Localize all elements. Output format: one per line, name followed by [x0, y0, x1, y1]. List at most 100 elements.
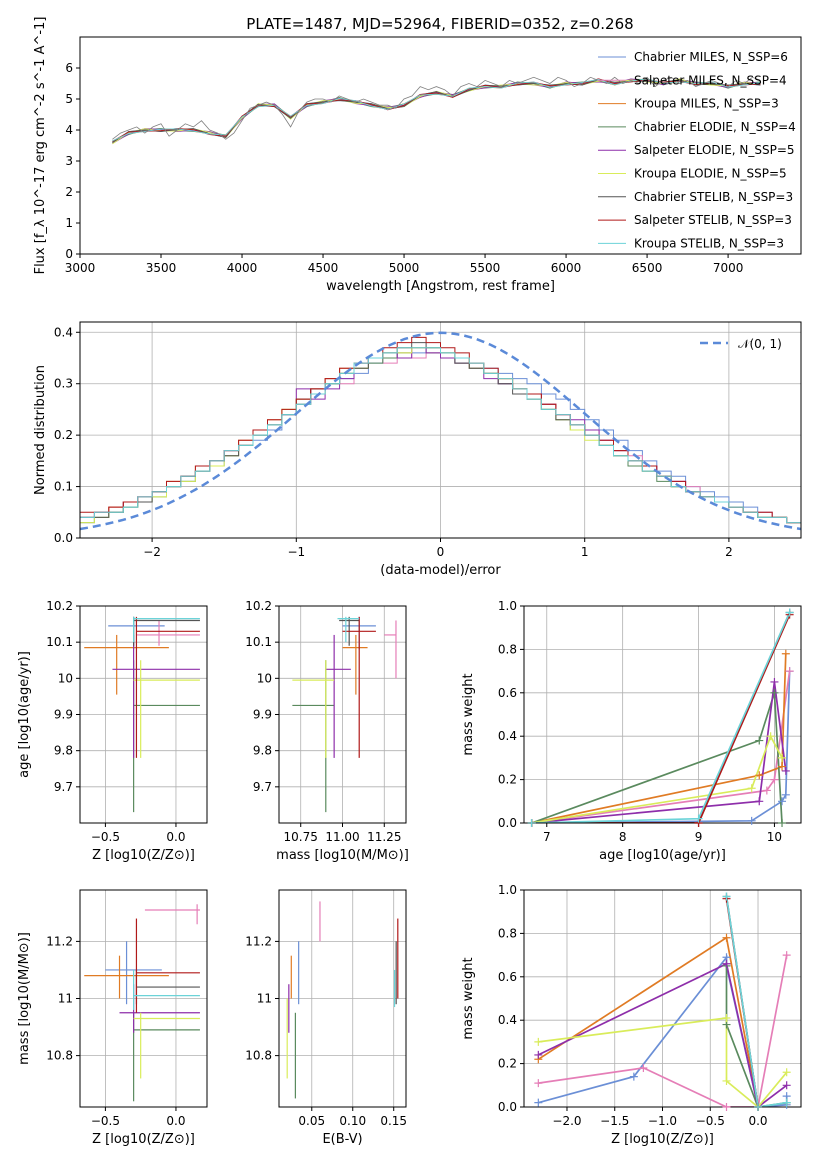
y-tick-label: 0.0: [498, 1100, 517, 1114]
legend-entry: Kroupa ELODIE, N_SSP=5: [634, 167, 787, 181]
weight-marker-salpeter-elodie: [722, 959, 731, 968]
weight-line-salpeter-miles: [531, 670, 791, 823]
x-tick-label: −2.0: [552, 1114, 581, 1128]
x-tick-label: −2: [143, 545, 161, 559]
weight-line-kroupa-elodie: [531, 734, 783, 823]
x-tick-label: 8: [619, 830, 627, 844]
weight-marker-salpeter-miles: [782, 951, 791, 960]
weight-marker-chabrier-miles: [629, 1072, 638, 1081]
y-tick-label: 0.0: [54, 531, 73, 545]
x-axis-label: Z [log10(Z/Z⊙)]: [92, 848, 195, 863]
plot-area: [279, 606, 406, 823]
legend-entry: Chabrier ELODIE, N_SSP=4: [634, 120, 796, 134]
x-tick-label: 5500: [470, 261, 501, 275]
y-tick-label: 0.3: [54, 377, 73, 391]
y-tick-label: 4: [65, 123, 73, 137]
y-tick-label: 9.9: [54, 708, 73, 722]
x-tick-label: 0.15: [380, 1114, 407, 1128]
weight-marker-salpeter-elodie: [770, 677, 779, 686]
panel-mass-vs-EBV: 0.05 0.10 0.15 10.8 11 11.2 E(B-V): [245, 889, 407, 1147]
y-tick-label: 0.1: [54, 480, 73, 494]
x-tick-label: 0.0: [166, 1114, 185, 1128]
y-tick-label: 1: [65, 216, 73, 230]
x-tick-label: 7: [543, 830, 551, 844]
y-tick-label: 0.2: [498, 773, 517, 787]
legend-entry: Chabrier MILES, N_SSP=6: [634, 50, 788, 64]
axes-frame: [79, 36, 802, 255]
y-tick-label: 0.6: [498, 686, 517, 700]
panel-age-vs-mass: 10.75 11.00 11.25 9.7 9.8 9.9 10 10.1 10.2 mass […: [245, 599, 409, 863]
x-tick-label: 0.10: [339, 1114, 366, 1128]
y-tick-label: 10: [257, 671, 272, 685]
weight-marker-kroupa-stelib: [785, 608, 794, 617]
histogram-kroupa-stelib: [80, 347, 801, 524]
weight-marker-kroupa-elodie: [766, 732, 775, 741]
y-axis-label: mass [log10(M/M⊙)]: [17, 932, 32, 1065]
y-tick-label: 0.4: [498, 729, 517, 743]
plot-area: [524, 890, 801, 1107]
weight-marker-kroupa-elodie: [747, 784, 756, 793]
plot-area: [524, 606, 801, 823]
weight-marker-kroupa-miles: [778, 762, 787, 771]
y-tick-label: 10.2: [46, 599, 73, 613]
weight-marker-salpeter-miles: [785, 667, 794, 676]
legend-entry: Salpeter STELIB, N_SSP=3: [634, 213, 792, 227]
x-tick-label: 4000: [227, 261, 258, 275]
weight-line-salpeter-elodie: [537, 962, 788, 1107]
legend: Chabrier MILES, N_SSP=6 Salpeter MILES, N…: [598, 50, 796, 250]
axes-frame: [79, 605, 208, 824]
y-tick-label: 5: [65, 92, 73, 106]
x-tick-label: 6000: [551, 261, 582, 275]
y-tick-label: 0.4: [498, 1013, 517, 1027]
axes-frame: [523, 605, 802, 824]
y-tick-label: 9.8: [253, 744, 272, 758]
x-tick-label: 0.0: [166, 830, 185, 844]
panel-mass-vs-Z: −0.5 0.0 10.8 11 11.2 Z [log10(Z/Z⊙)] mass [lo…: [17, 889, 208, 1147]
x-axis-label: mass [log10(M/M⊙)]: [276, 848, 409, 863]
x-tick-label: 11.00: [325, 830, 359, 844]
weight-line-kroupa-miles: [531, 653, 787, 823]
x-tick-label: 11.25: [367, 830, 401, 844]
weight-marker-chabrier-elodie: [778, 819, 787, 827]
weight-marker-chabrier-miles: [747, 816, 756, 825]
weight-marker-salpeter-elodie: [782, 1081, 791, 1090]
y-tick-label: 10.8: [245, 1049, 272, 1063]
weight-marker-salpeter-miles: [722, 1103, 731, 1111]
x-tick-label: −1.5: [600, 1114, 629, 1128]
y-tick-label: 2: [65, 185, 73, 199]
x-tick-label: −0.5: [91, 1114, 120, 1128]
y-tick-label: 0.0: [498, 816, 517, 830]
plot-area: [80, 606, 207, 823]
legend-entry: 𝒩(0, 1): [738, 337, 782, 351]
weight-marker-chabrier-miles: [778, 797, 787, 806]
model-line-kroupa-stelib: [112, 78, 761, 142]
y-tick-label: 0.8: [498, 926, 517, 940]
x-tick-label: −0.5: [91, 830, 120, 844]
weight-marker-chabrier-elodie: [770, 688, 779, 697]
weight-line-chabrier-stelib: [531, 612, 791, 823]
plot-area: [112, 76, 761, 145]
x-tick-label: 9: [695, 830, 703, 844]
axes-frame: [278, 605, 407, 824]
x-tick-label: −0.5: [696, 1114, 725, 1128]
y-tick-label: 1.0: [498, 883, 517, 897]
weight-marker-salpeter-elodie: [781, 766, 790, 775]
panel-residuals: −2 −1 0 1 2 0.0 0.1 0.2 0.3 0.4 (data-model)/error…: [33, 321, 802, 578]
y-tick-label: 9.7: [54, 780, 73, 794]
weight-line-kroupa-miles: [537, 936, 759, 1107]
y-tick-label: 9.8: [54, 744, 73, 758]
axes-frame: [278, 889, 407, 1108]
weight-marker-kroupa-elodie: [778, 753, 787, 762]
weight-marker-kroupa-elodie: [534, 1037, 543, 1046]
y-tick-label: 10.1: [245, 635, 272, 649]
y-tick-label: 0.8: [498, 642, 517, 656]
weight-line-salpeter-elodie: [531, 681, 787, 823]
y-tick-label: 0.6: [498, 970, 517, 984]
x-tick-label: 7000: [713, 261, 744, 275]
y-tick-label: 6: [65, 61, 73, 75]
chart-panels: 3000 3500 4000 4500 5000 5500 6000 6500 7000 0 1 2 3…: [17, 17, 802, 1147]
weight-marker-kroupa-elodie: [722, 1076, 731, 1085]
x-axis-label: age [log10(age/yr)]: [599, 848, 726, 863]
figure-title: PLATE=1487, MJD=52964, FIBERID=0352, z=0…: [246, 15, 633, 33]
